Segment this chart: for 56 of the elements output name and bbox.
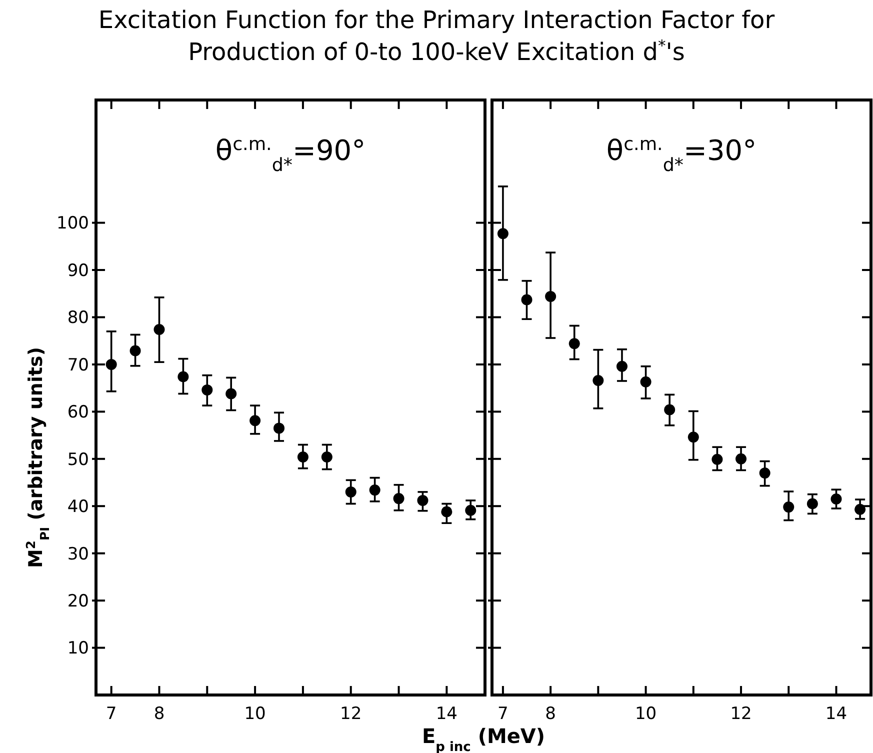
x-tick-label: 8 xyxy=(154,704,165,724)
point xyxy=(154,324,165,335)
y-tick-label: 30 xyxy=(67,544,89,564)
point xyxy=(250,415,261,426)
y-tick-label: 40 xyxy=(67,497,89,518)
point xyxy=(106,358,117,370)
x-tick-label: 12 xyxy=(730,704,752,724)
y-tick-label: 70 xyxy=(67,355,89,376)
point xyxy=(736,453,747,464)
point xyxy=(545,290,556,302)
point xyxy=(345,486,356,498)
y-tick-label: 10 xyxy=(67,638,89,659)
point xyxy=(369,484,380,496)
x-tick-label: 7 xyxy=(106,704,117,724)
point xyxy=(441,506,452,518)
x-tick-label: 10 xyxy=(244,704,266,724)
point xyxy=(321,452,332,462)
x-tick-label: 12 xyxy=(340,704,362,724)
x-tick-label: 14 xyxy=(825,704,848,724)
point xyxy=(297,452,308,462)
annotation: θ$^{c.m.}$$_{d*}$=90° xyxy=(215,134,366,176)
y-tick-label: 80 xyxy=(67,308,89,328)
point xyxy=(592,375,604,386)
x-tick-label: 10 xyxy=(634,704,657,724)
point xyxy=(497,228,508,240)
point xyxy=(393,493,404,504)
point xyxy=(568,338,580,350)
point xyxy=(664,404,676,416)
y-tick-label: 20 xyxy=(67,592,89,612)
point xyxy=(783,502,794,513)
point xyxy=(274,422,284,434)
point xyxy=(854,504,866,515)
chart-title: Excitation Function for the Primary Interaction Factor for Production of 0-to 100-keV Excitation d$^{*}$'s xyxy=(98,6,775,66)
point xyxy=(712,454,723,465)
x-tick-label: 7 xyxy=(498,704,508,724)
x-tick-label: 14 xyxy=(436,704,458,724)
point xyxy=(616,360,628,372)
point xyxy=(806,498,818,510)
point xyxy=(521,294,532,306)
point xyxy=(688,432,699,443)
point xyxy=(465,504,476,516)
y-tick-label: 60 xyxy=(67,402,89,423)
point xyxy=(759,468,770,479)
annotation: θ$^{c.m.}$$_{d*}$=30° xyxy=(606,134,757,176)
point xyxy=(178,371,189,382)
x-axis-title: E$_{p inc}$ (MeV) xyxy=(422,724,546,753)
x-tick-label: 8 xyxy=(545,704,556,724)
point xyxy=(640,376,652,388)
y-tick-label: 90 xyxy=(67,260,89,281)
point xyxy=(202,384,213,396)
point xyxy=(226,388,237,400)
point xyxy=(130,345,141,356)
y-tick-label: 50 xyxy=(67,450,89,470)
point xyxy=(830,494,842,505)
y-tick-label: 100 xyxy=(56,214,89,234)
point xyxy=(417,494,428,506)
